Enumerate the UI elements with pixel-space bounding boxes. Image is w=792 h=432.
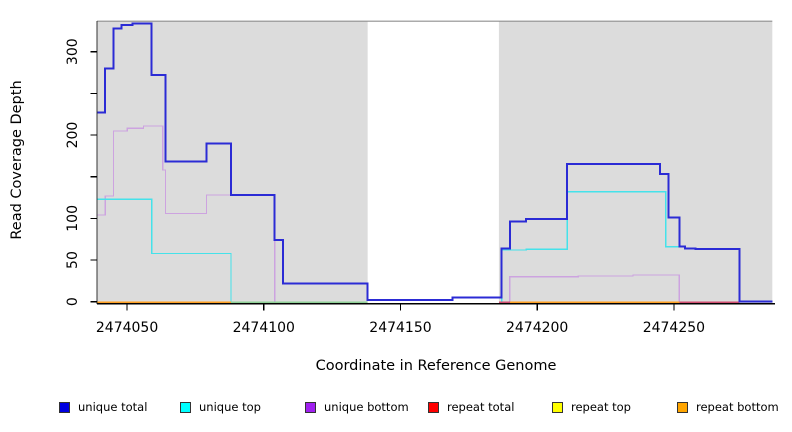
legend-label: repeat total	[447, 400, 515, 414]
legend-item-unique-top: unique top	[180, 399, 261, 415]
legend-swatch-icon	[428, 401, 439, 413]
legend-item-unique-total: unique total	[59, 399, 147, 415]
x-axis-title: Coordinate in Reference Genome	[315, 358, 557, 374]
legend-swatch-icon	[677, 401, 688, 413]
shaded-region	[97, 21, 368, 304]
y-tick-label: 50	[65, 251, 81, 269]
legend: unique total unique top unique bottom repea…	[0, 399, 792, 417]
series-line-unique-bottom	[509, 274, 680, 302]
legend-item-repeat-bottom: repeat bottom	[677, 399, 779, 415]
legend-swatch-icon	[305, 401, 316, 413]
x-tick-label: 2474250	[643, 320, 705, 336]
x-tick-label: 2474200	[506, 320, 568, 336]
legend-item-unique-bottom: unique bottom	[305, 399, 409, 415]
y-tick-label: 0	[65, 297, 81, 306]
legend-label: repeat top	[571, 400, 631, 414]
y-tick-label: 200	[65, 122, 81, 149]
legend-label: unique top	[199, 400, 261, 414]
series-line-unique-total	[97, 22, 773, 303]
series-line-unique-top	[97, 198, 232, 302]
legend-swatch-icon	[59, 401, 70, 413]
x-tick-label: 2474050	[96, 320, 158, 336]
legend-label: unique bottom	[324, 400, 409, 414]
legend-label: unique total	[78, 400, 148, 414]
legend-label: repeat bottom	[696, 400, 779, 414]
y-axis-title: Read Coverage Depth	[9, 80, 25, 240]
y-tick-label: 300	[65, 38, 81, 65]
x-tick-label: 2474100	[233, 320, 295, 336]
x-tick-label: 2474150	[369, 320, 431, 336]
legend-swatch-icon	[180, 401, 191, 413]
shaded-region	[498, 21, 773, 304]
legend-item-repeat-total: repeat total	[428, 399, 514, 415]
y-tick-label: 100	[65, 205, 81, 232]
legend-item-repeat-top: repeat top	[552, 399, 631, 415]
series-line-unique-bottom	[97, 125, 276, 302]
legend-swatch-icon	[552, 401, 563, 413]
